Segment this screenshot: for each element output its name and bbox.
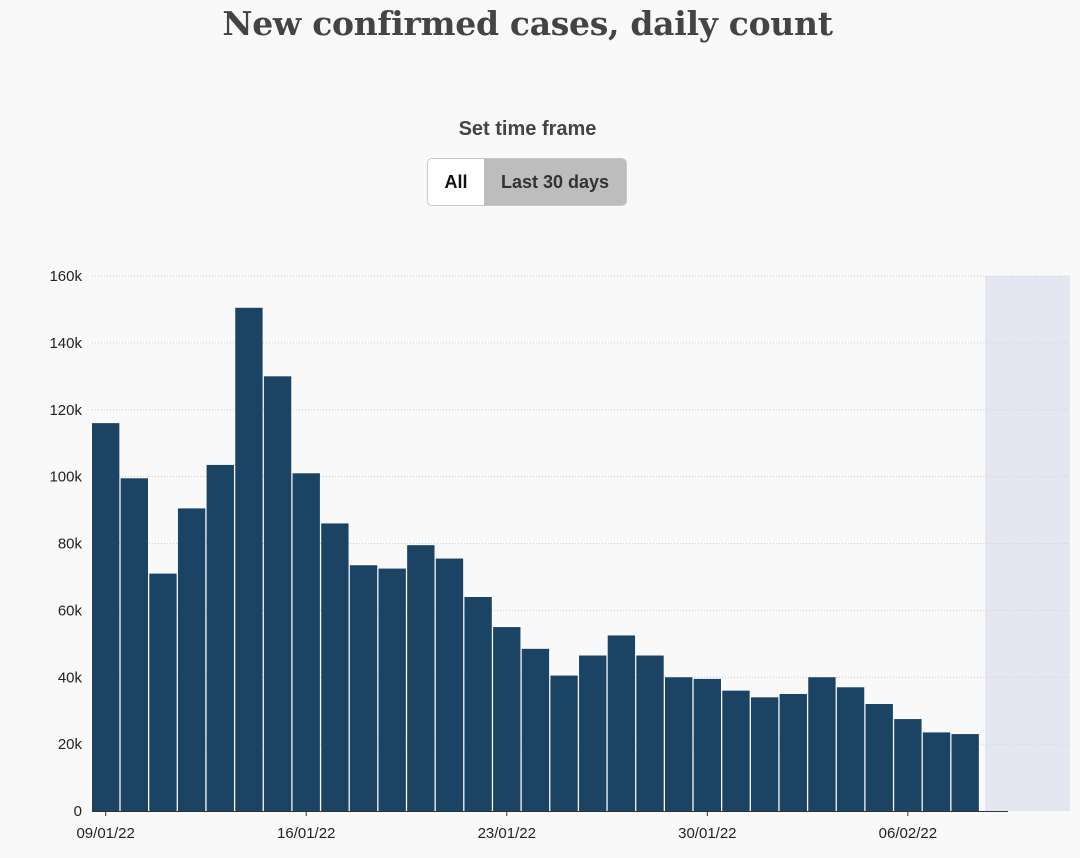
bar[interactable]: [235, 307, 263, 811]
bar[interactable]: [149, 573, 177, 811]
bar[interactable]: [836, 687, 865, 811]
y-tick-label: 140k: [49, 335, 82, 352]
bar[interactable]: [922, 732, 951, 811]
bar[interactable]: [206, 464, 234, 811]
bar[interactable]: [808, 677, 836, 811]
timeframe-30-days-button[interactable]: Last 30 days: [484, 159, 626, 205]
bar[interactable]: [435, 558, 464, 811]
bar[interactable]: [321, 523, 349, 811]
bar[interactable]: [92, 423, 120, 812]
y-tick-label: 100k: [49, 469, 82, 486]
bar[interactable]: [120, 478, 148, 811]
bar[interactable]: [779, 693, 807, 811]
bar[interactable]: [579, 655, 607, 811]
bar[interactable]: [493, 627, 521, 811]
bar[interactable]: [349, 565, 378, 811]
x-tick-label: 09/01/22: [76, 825, 134, 842]
bar[interactable]: [521, 648, 550, 811]
timeframe-toggle: All Last 30 days: [427, 158, 627, 206]
shaded-region: [985, 276, 1070, 811]
bar[interactable]: [292, 473, 320, 811]
chart-title: New confirmed cases, daily count: [222, 4, 833, 43]
bar[interactable]: [951, 734, 979, 811]
bar[interactable]: [550, 675, 578, 811]
bar[interactable]: [177, 508, 206, 811]
y-tick-label: 0: [74, 803, 82, 820]
bar[interactable]: [407, 545, 435, 811]
y-tick-label: 160k: [49, 268, 82, 285]
bar[interactable]: [665, 677, 693, 811]
timeframe-all-button[interactable]: All: [428, 159, 484, 205]
y-tick-label: 60k: [58, 602, 83, 619]
x-tick-label: 30/01/22: [678, 825, 736, 842]
bar[interactable]: [636, 655, 664, 811]
x-tick-label: 23/01/22: [478, 825, 536, 842]
bar[interactable]: [750, 697, 779, 811]
bar[interactable]: [865, 704, 893, 811]
bar[interactable]: [464, 597, 492, 811]
bar[interactable]: [607, 635, 636, 811]
bar[interactable]: [722, 690, 750, 812]
bar[interactable]: [378, 568, 406, 811]
bar[interactable]: [263, 376, 292, 811]
y-tick-label: 120k: [49, 402, 82, 419]
x-tick-label: 16/01/22: [277, 825, 335, 842]
y-tick-label: 20k: [58, 736, 83, 753]
y-tick-label: 80k: [58, 536, 83, 553]
bar[interactable]: [894, 719, 922, 811]
timeframe-label: Set time frame: [458, 118, 597, 140]
x-tick-label: 06/02/22: [879, 825, 937, 842]
bar[interactable]: [693, 678, 721, 811]
y-tick-label: 40k: [58, 669, 83, 686]
